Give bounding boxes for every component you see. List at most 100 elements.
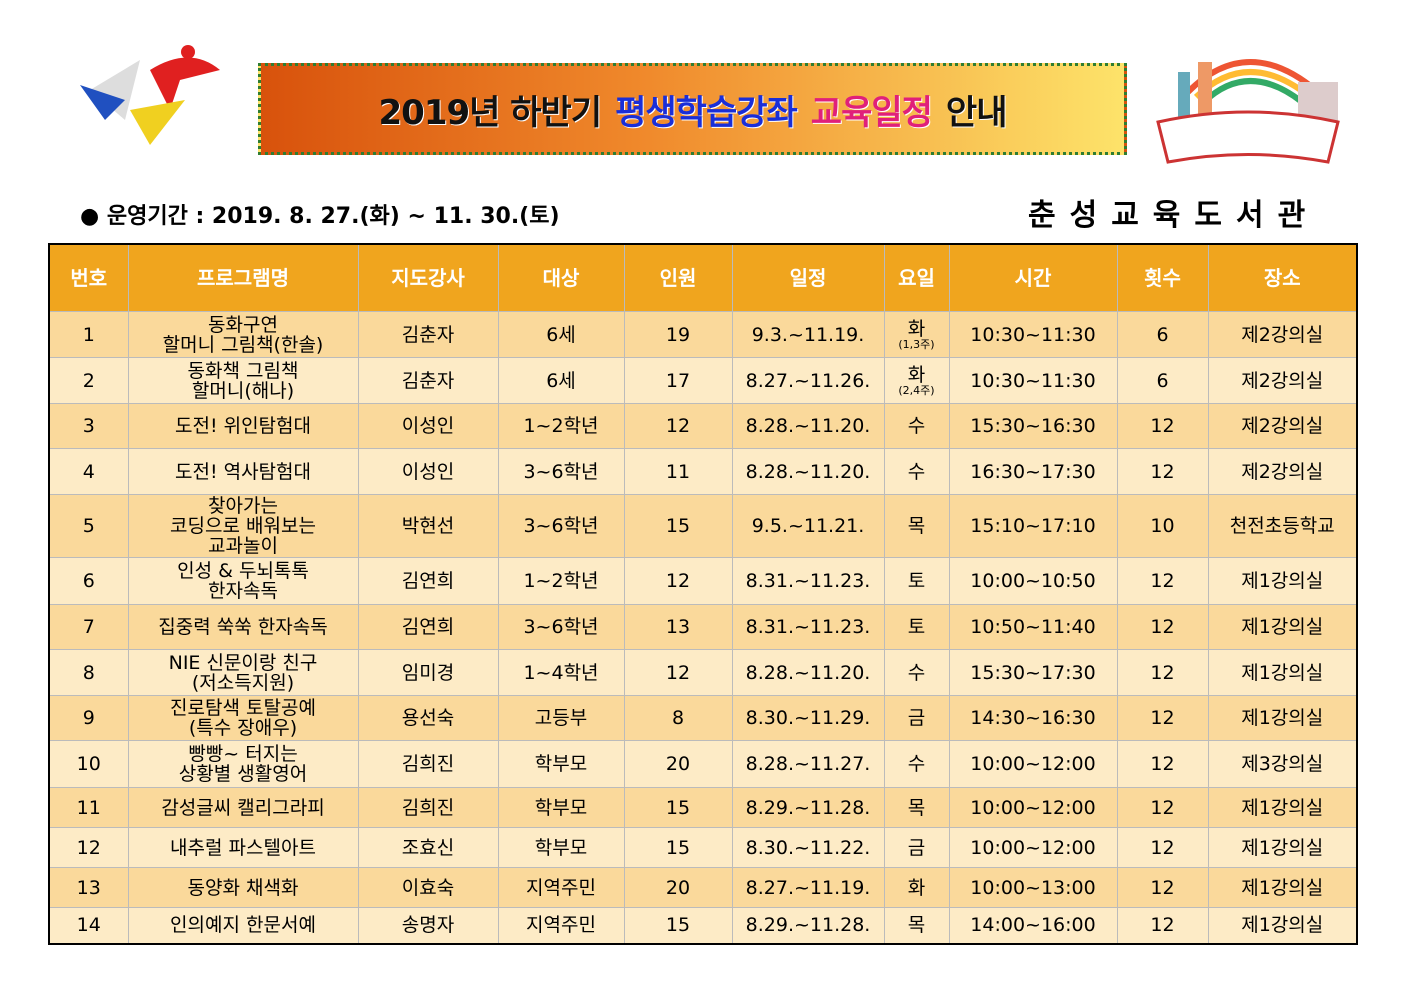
- column-header: 시간: [948, 243, 1118, 312]
- cell: 제1강의실: [1207, 827, 1358, 868]
- cell: 20: [623, 867, 733, 908]
- cell: 12: [623, 649, 733, 696]
- cell: 10: [1116, 494, 1209, 558]
- cell: 10:00~13:00: [948, 867, 1118, 908]
- cell: 13: [48, 867, 129, 908]
- cell: 10: [48, 740, 129, 788]
- day: 화: [907, 363, 926, 386]
- cell: 6세: [497, 311, 625, 358]
- cell: 8.27.~11.26.: [731, 357, 885, 404]
- cell: 천전초등학교: [1207, 494, 1358, 558]
- cell: 12: [1116, 787, 1209, 828]
- cell: 금: [883, 827, 950, 868]
- cell: 14: [48, 907, 129, 944]
- cell: 8.27.~11.19.: [731, 867, 885, 908]
- cell: 19: [623, 311, 733, 358]
- cell: 12: [1116, 867, 1209, 908]
- cell: 토: [883, 604, 950, 650]
- cell: 12: [48, 827, 129, 868]
- program-line: 도전! 위인탐험대: [174, 415, 312, 437]
- cell: 14:00~16:00: [948, 907, 1118, 944]
- cell: 김희진: [357, 740, 499, 788]
- program-line: 교과놀이: [208, 535, 278, 557]
- column-header: 지도강사: [357, 243, 499, 312]
- cell: 16:30~17:30: [948, 448, 1118, 495]
- cell: 동양화 채색화: [127, 867, 359, 908]
- column-header: 번호: [48, 243, 129, 312]
- column-header: 인원: [623, 243, 733, 312]
- cell: 조효신: [357, 827, 499, 868]
- cell: 12: [623, 403, 733, 449]
- day: 화: [907, 876, 926, 899]
- cell: 9: [48, 695, 129, 741]
- cell: 17: [623, 357, 733, 404]
- cell: 지역주민: [497, 907, 625, 944]
- cell: 제1강의실: [1207, 907, 1358, 944]
- row: 12 내추럴 파스텔아트 조효신 학부모 15 8.30.~11.22. 금 10:00~12…: [48, 827, 1358, 868]
- cell: 제2강의실: [1207, 357, 1358, 404]
- cell: 제2강의실: [1207, 311, 1358, 358]
- cell: 13: [623, 604, 733, 650]
- program-line: 인의예지 한문서예: [170, 914, 316, 937]
- cell: 화 (1,3주): [883, 311, 950, 358]
- cell: 3: [48, 403, 129, 449]
- cell: 수: [883, 740, 950, 788]
- program-line: 동화구연: [208, 313, 278, 336]
- cell: 김연희: [357, 604, 499, 650]
- cell: 12: [1116, 557, 1209, 605]
- cell: 목: [883, 907, 950, 944]
- cell: 이성인: [357, 448, 499, 495]
- row: 7 집중력 쑥쑥 한자속독 김연희 3~6학년 13 8.31.~11.23. 토 10:50…: [48, 604, 1358, 650]
- cell: 고등부: [497, 695, 625, 741]
- cell: 김연희: [357, 557, 499, 605]
- cell: 이성인: [357, 403, 499, 449]
- day: 수: [907, 460, 926, 483]
- title-banner: 2019년 하반기 평생학습강좌 교육일정 안내: [258, 63, 1127, 155]
- cell: 화: [883, 867, 950, 908]
- cell: 제1강의실: [1207, 604, 1358, 650]
- cell: 6: [1116, 357, 1209, 404]
- row: 5 찾아가는 코딩으로 배워보는 교과놀이 박현선 3~6학년 15 9.5.~11.21. 목…: [48, 494, 1358, 558]
- cell: 목: [883, 787, 950, 828]
- day: 수: [907, 753, 926, 775]
- column-header: 일정: [731, 243, 885, 312]
- program-line: 상황별 생활영어: [178, 763, 308, 785]
- cell: 금: [883, 695, 950, 741]
- cell: 5: [48, 494, 129, 558]
- row: 13 동양화 채색화 이효숙 지역주민 20 8.27.~11.19. 화 10:00~13:…: [48, 867, 1358, 908]
- column-header: 횟수: [1116, 243, 1209, 312]
- cell: 인의예지 한문서예: [127, 907, 359, 944]
- cell: 8: [623, 695, 733, 741]
- cell: 제1강의실: [1207, 649, 1358, 696]
- cell: 3~6학년: [497, 604, 625, 650]
- program-line: 진로탐색 토탈공예: [170, 697, 316, 719]
- cell: 12: [1116, 403, 1209, 449]
- cell: 3~6학년: [497, 448, 625, 495]
- cell: 4: [48, 448, 129, 495]
- row: 4 도전! 역사탐험대 이성인 3~6학년 11 8.28.~11.20. 수 16:30~1…: [48, 448, 1358, 495]
- cell: 8.30.~11.29.: [731, 695, 885, 741]
- cell: 송명자: [357, 907, 499, 944]
- cell: 8.28.~11.27.: [731, 740, 885, 788]
- program-line: 집중력 쑥쑥 한자속독: [158, 616, 328, 638]
- cell: 진로탐색 토탈공예 (특수 장애우): [127, 695, 359, 741]
- cell: 동화책 그림책 할머니(해나): [127, 357, 359, 404]
- cell: 8.31.~11.23.: [731, 557, 885, 605]
- program-line: 동양화 채색화: [187, 876, 299, 899]
- title-part: 2019년 하반기: [378, 92, 603, 133]
- cell: 12: [1116, 448, 1209, 495]
- cell: 목: [883, 494, 950, 558]
- cell: 1: [48, 311, 129, 358]
- period: ● 운영기간 : 2019. 8. 27.(화) ~ 11. 30.(토): [80, 204, 560, 229]
- cell: 11: [623, 448, 733, 495]
- library-name: 춘성교육도서관: [1028, 198, 1320, 233]
- program-line: 동화책 그림책: [187, 359, 299, 382]
- cell: 10:00~12:00: [948, 740, 1118, 788]
- cell: 김희진: [357, 787, 499, 828]
- cell: 학부모: [497, 740, 625, 788]
- cell: 이효숙: [357, 867, 499, 908]
- cell: 10:00~10:50: [948, 557, 1118, 605]
- program-line: 코딩으로 배워보는: [170, 515, 316, 537]
- cell: 7: [48, 604, 129, 650]
- cell: 8.28.~11.20.: [731, 448, 885, 495]
